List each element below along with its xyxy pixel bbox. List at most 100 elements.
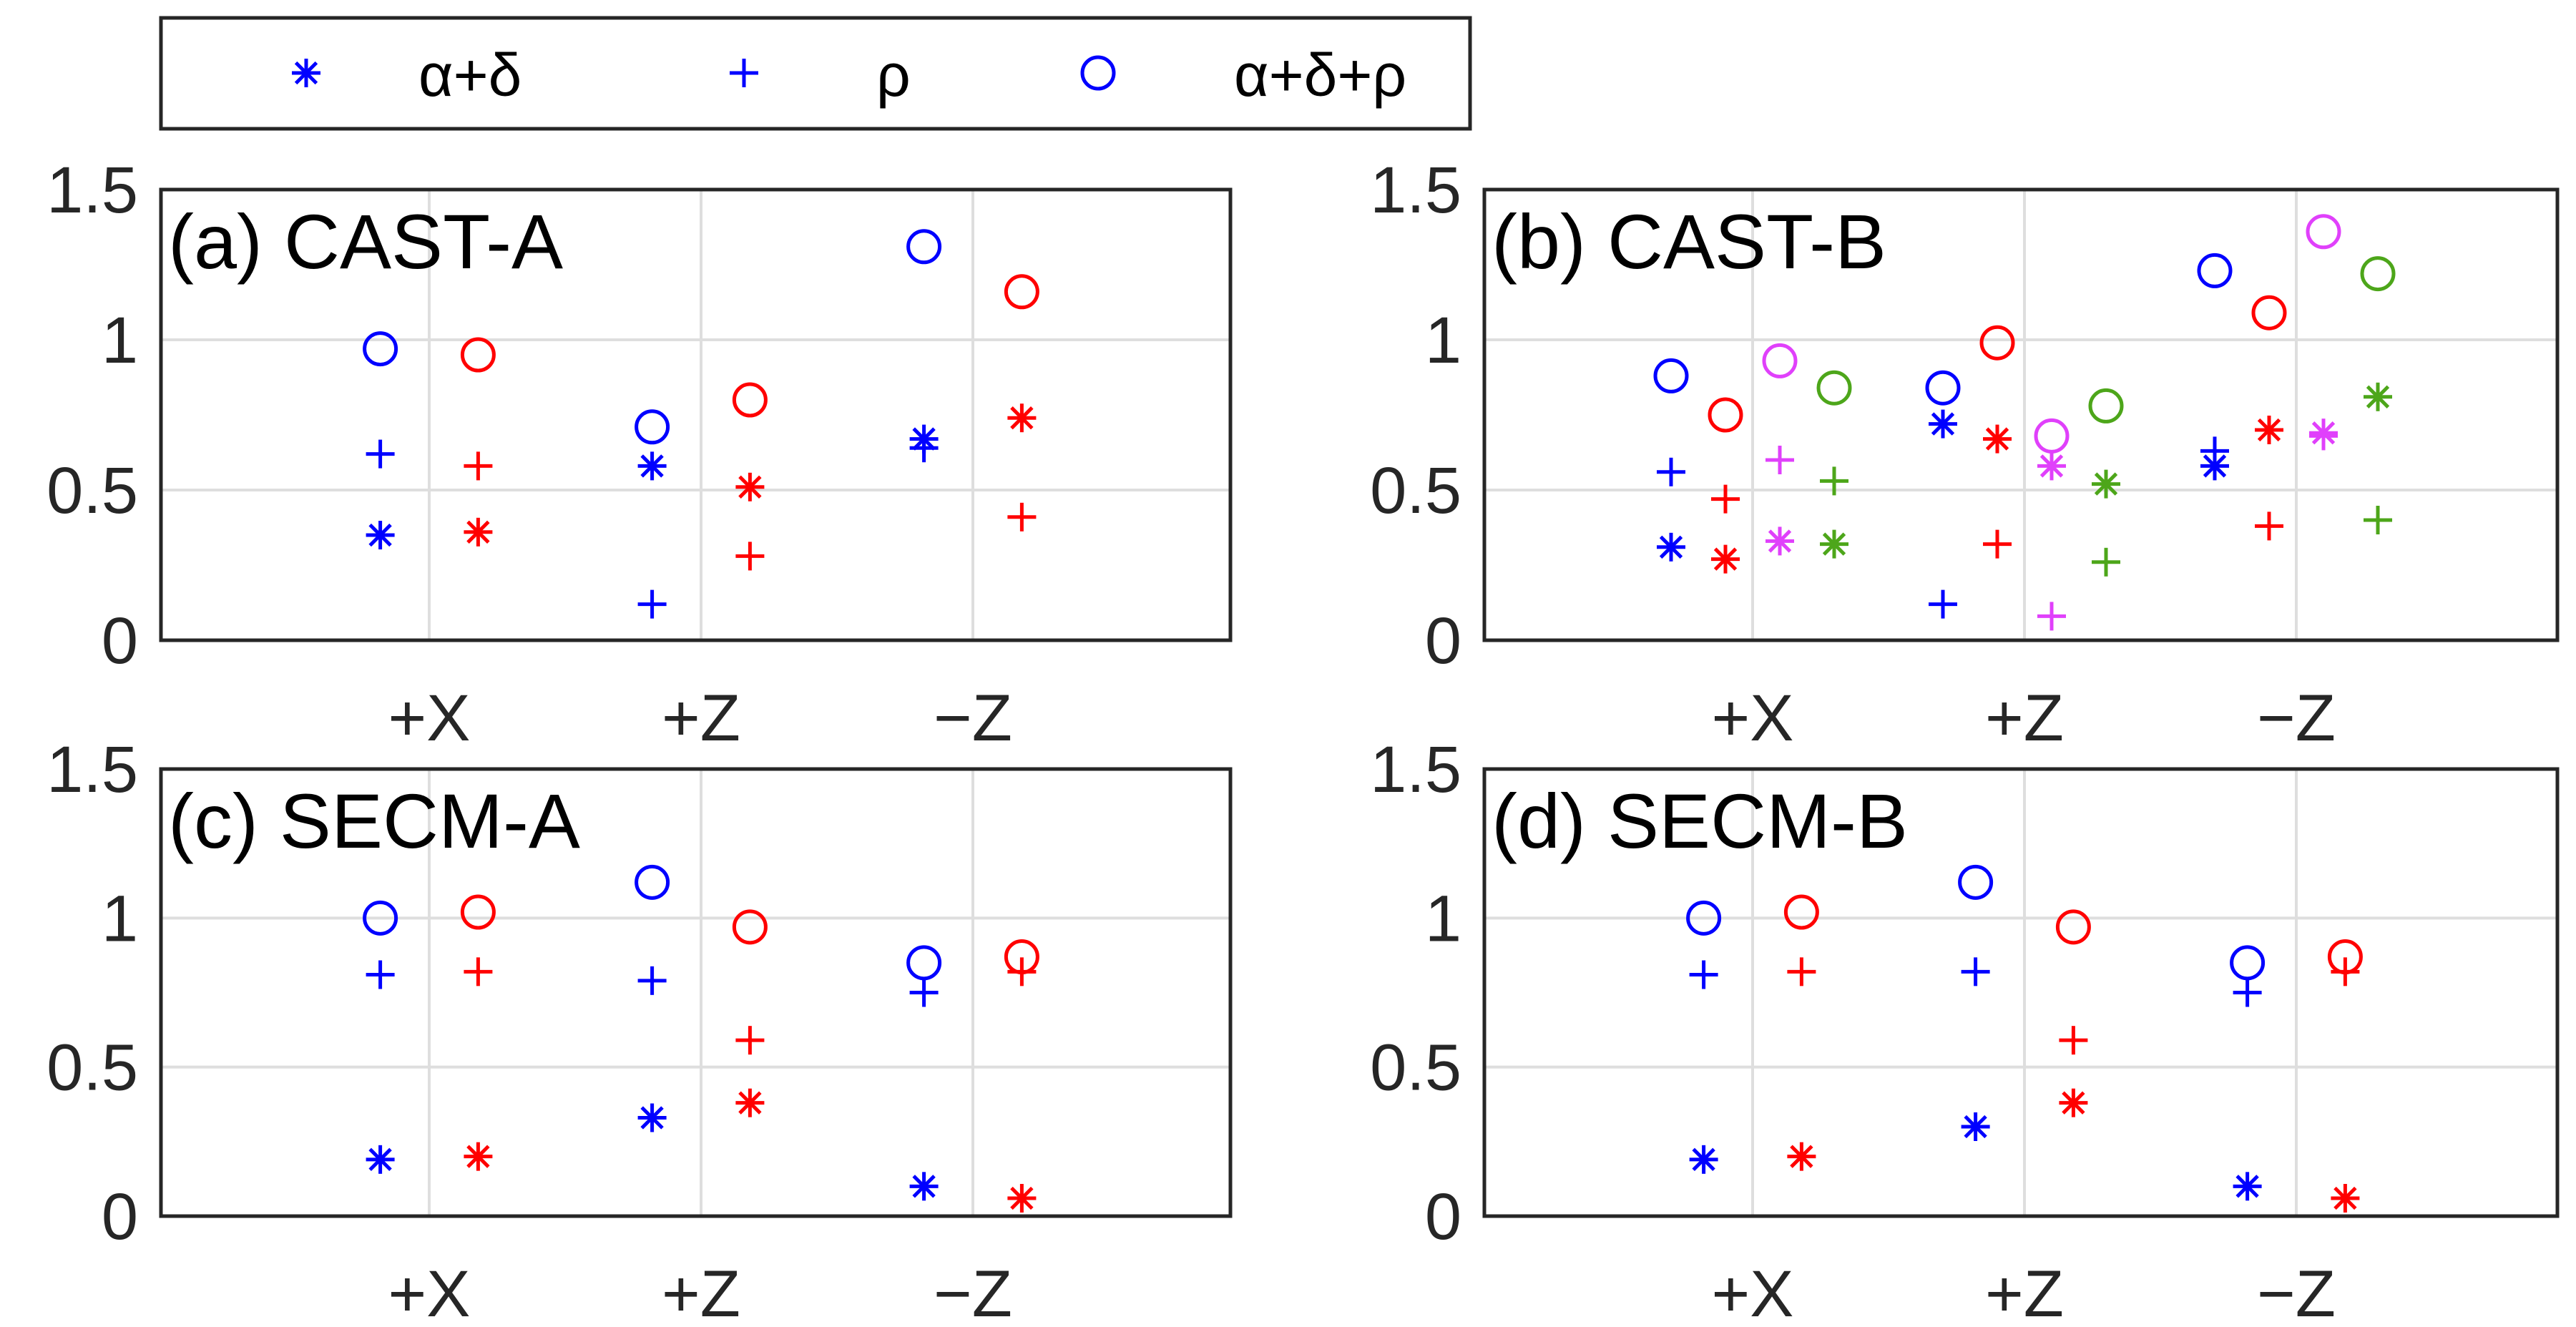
data-point-star-blue (1929, 409, 1957, 439)
data-point-plus-magenta (2037, 602, 2066, 631)
y-tick-label: 1.5 (1370, 733, 1461, 806)
y-tick-label: 0 (102, 1180, 138, 1253)
legend-circle-marker (1080, 55, 1116, 91)
data-point-star-blue (366, 521, 395, 549)
data-point-star-red (1007, 1184, 1037, 1213)
panel-cast-a: 0 0.5 1 1.5 +X +Z −Z (a) CAST-A (46, 154, 1233, 755)
data-point-circle-red (1708, 397, 1743, 433)
data-point-plus-blue (1961, 957, 1990, 986)
data-point-plus-red (735, 542, 765, 571)
data-point-circle-blue (1925, 370, 1961, 406)
panel-title: (d) SECM-B (1492, 778, 1908, 864)
panel-title: (a) CAST-A (168, 198, 563, 285)
y-tick-label: 1 (102, 304, 138, 377)
legend: α+δ ρ α+δ+ρ (159, 16, 1472, 131)
data-point-plus-red (1711, 484, 1740, 514)
data-point-star-magenta (2037, 451, 2066, 481)
data-point-star-blue (637, 1103, 667, 1132)
data-point-plus-red (464, 957, 493, 986)
panel-cast-b: 0 0.5 1 1.5 +X +Z −Z (b) CAST-B (1370, 154, 2560, 755)
data-point-star-magenta (1766, 527, 1794, 556)
data-point-star-blue (366, 1145, 395, 1174)
y-tick-label: 0.5 (1370, 1032, 1461, 1105)
data-point-plus-green (1820, 466, 1848, 496)
y-tick-label: 0.5 (46, 1032, 138, 1105)
y-tick-label: 0.5 (46, 454, 138, 527)
data-point-circle-magenta (1762, 343, 1798, 378)
data-point-star-blue (1689, 1145, 1718, 1174)
data-point-circle-green (2360, 256, 2396, 292)
x-tick-label: +Z (1985, 1258, 2064, 1327)
y-tick-label: 1 (1425, 882, 1461, 955)
data-point-star-green (2092, 469, 2120, 499)
plot-area (1482, 767, 2560, 1218)
y-tick-label: 0 (102, 604, 138, 677)
data-point-circle-blue (906, 229, 942, 265)
data-point-star-red (2255, 416, 2283, 444)
data-point-plus-magenta (1766, 446, 1794, 474)
x-tick-label: +X (388, 1258, 470, 1327)
x-tick-label: −Z (2257, 682, 2336, 755)
data-point-star-blue (1657, 532, 1685, 562)
y-tick-label: 1.5 (46, 733, 138, 806)
data-point-plus-blue (366, 960, 395, 989)
legend-label-star: α+δ (418, 41, 521, 109)
panel-title: (c) SECM-A (168, 778, 580, 864)
data-point-plus-red (1007, 502, 1037, 532)
data-point-star-blue (909, 1172, 939, 1201)
axes-frame (159, 767, 1233, 1218)
data-point-plus-blue (2233, 978, 2262, 1007)
y-tick-label: 1.5 (1370, 154, 1461, 227)
data-point-circle-blue (2230, 945, 2266, 981)
data-point-circle-blue (1653, 358, 1689, 393)
data-point-star-red (1007, 403, 1037, 433)
data-point-circle-red (460, 894, 496, 930)
data-point-circle-red (1783, 894, 1819, 930)
data-point-plus-red (464, 451, 493, 481)
x-tick-label: +X (1711, 682, 1793, 755)
data-point-circle-blue (635, 864, 670, 900)
data-point-star-red (735, 472, 765, 501)
x-tick-label: +Z (1985, 682, 2064, 755)
x-tick-label: −Z (934, 1258, 1012, 1327)
panel-secm-a: 0 0.5 1 1.5 +X +Z −Z (c) SECM-A (46, 733, 1233, 1327)
data-point-circle-red (732, 909, 768, 945)
x-tick-label: +X (388, 682, 470, 755)
data-point-plus-green (2364, 506, 2392, 534)
legend-plus-marker (730, 59, 758, 87)
legend-box (159, 16, 1472, 131)
x-tick-label: +Z (662, 682, 740, 755)
panel-secm-b: 0 0.5 1 1.5 +X +Z −Z (d) SECM-B (1370, 733, 2560, 1327)
data-point-plus-red (1983, 529, 2012, 559)
data-point-circle-blue (363, 331, 398, 367)
data-point-plus-green (2092, 547, 2120, 577)
panel-title: (b) CAST-B (1492, 198, 1886, 285)
plot-area (159, 187, 1233, 642)
data-point-circle-red (2327, 939, 2363, 974)
x-tick-label: −Z (2257, 1258, 2336, 1327)
y-tick-label: 1 (1425, 304, 1461, 377)
data-point-star-green (2364, 382, 2392, 411)
data-point-plus-red (735, 1026, 765, 1055)
data-point-circle-red (732, 382, 768, 418)
data-point-plus-red (2255, 511, 2283, 541)
data-point-circle-green (2088, 388, 2124, 423)
data-point-circle-blue (2197, 253, 2233, 288)
data-point-star-blue (909, 424, 939, 454)
data-point-circle-blue (906, 945, 942, 981)
data-point-circle-blue (1686, 900, 1722, 936)
data-point-star-red (2331, 1184, 2360, 1213)
x-tick-label: +Z (662, 1258, 740, 1327)
data-point-circle-red (2251, 295, 2287, 330)
data-point-plus-blue (909, 978, 939, 1007)
data-point-star-blue (2200, 451, 2229, 481)
data-point-star-blue (637, 451, 667, 481)
x-tick-label: +X (1711, 1258, 1793, 1327)
data-point-circle-green (1816, 370, 1852, 406)
legend-star-marker (292, 59, 320, 87)
data-point-star-red (464, 1142, 493, 1171)
x-tick-label: −Z (934, 682, 1012, 755)
data-point-star-red (464, 517, 493, 547)
legend-label-plus: ρ (876, 41, 911, 109)
